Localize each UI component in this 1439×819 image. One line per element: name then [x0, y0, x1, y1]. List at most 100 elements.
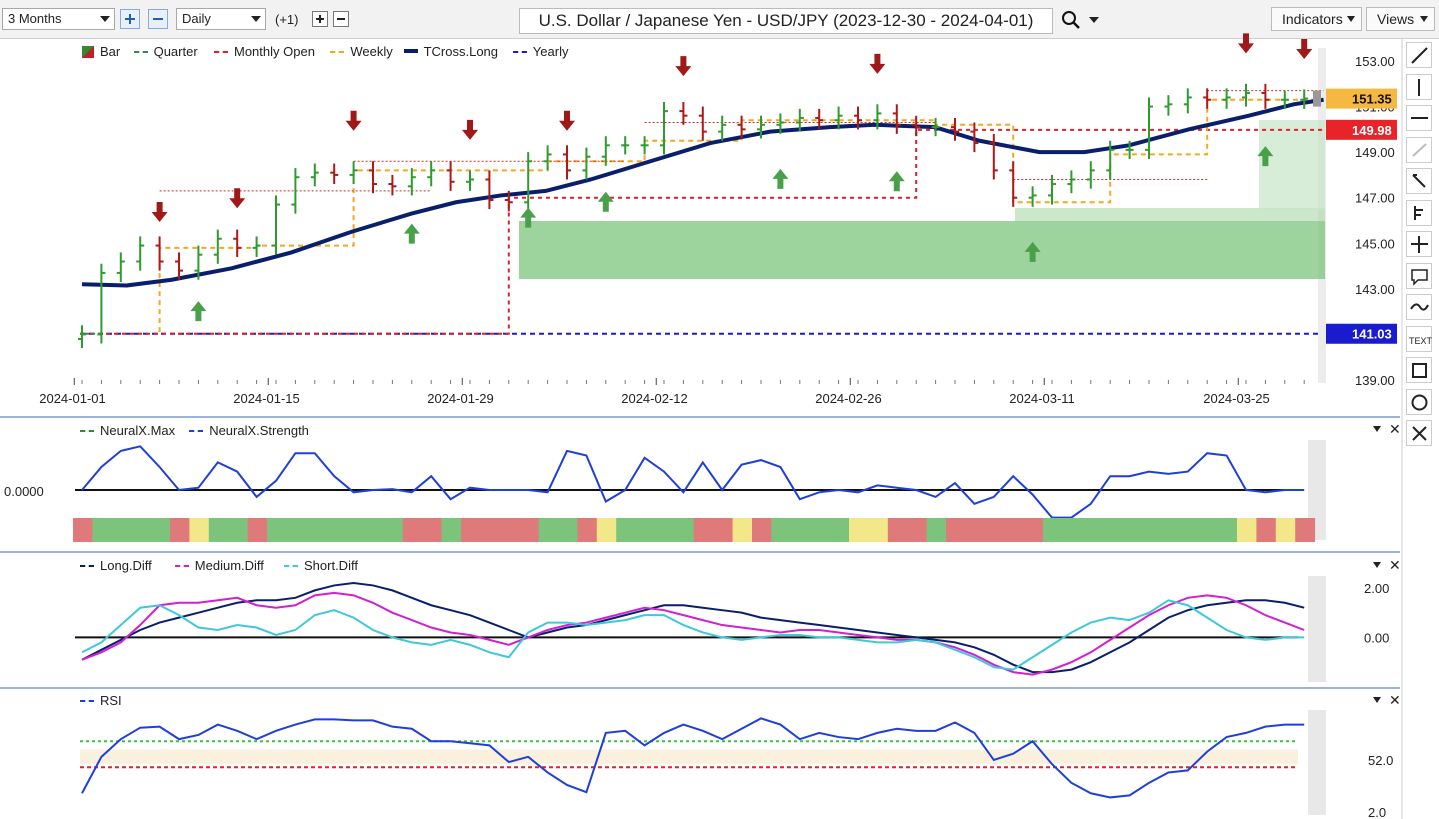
diff-tick-label: 2.00	[1364, 581, 1389, 596]
search-button[interactable]	[1060, 9, 1082, 31]
curve-tool-button[interactable]	[1406, 294, 1432, 320]
legend-swatch-icon	[133, 51, 148, 53]
close-tool-button[interactable]	[1406, 420, 1432, 446]
indicators-button[interactable]: Indicators	[1271, 7, 1362, 31]
chart-title[interactable]: U.S. Dollar / Japanese Yen - USD/JPY (20…	[519, 8, 1053, 34]
legend-item[interactable]: Short.Diff	[284, 558, 358, 576]
horizontal-line-tool-button[interactable]	[1406, 105, 1432, 131]
neural-max-block	[558, 518, 578, 542]
panel-close-icon[interactable]: ✕	[1389, 421, 1401, 437]
legend-label: Yearly	[532, 44, 569, 59]
legend-item[interactable]: RSI	[80, 693, 122, 711]
fork-icon	[1414, 205, 1423, 220]
date-tick-label: 2024-02-26	[815, 391, 882, 406]
neural-max-block	[1004, 518, 1025, 542]
neural-max-block	[790, 518, 811, 542]
legend-item[interactable]: Quarter	[133, 44, 198, 62]
price-tick-label: 139.00	[1355, 373, 1395, 388]
pen-tool-button[interactable]	[1406, 168, 1432, 194]
price-badge-label: 149.98	[1352, 123, 1392, 138]
buy-arrow-icon	[1257, 146, 1274, 167]
circle-tool-button[interactable]	[1406, 388, 1432, 415]
panel-menu-icon[interactable]	[1373, 697, 1381, 703]
legend-label: Quarter	[153, 44, 198, 59]
buy-arrow-icon	[888, 171, 905, 192]
legend-swatch-icon	[80, 700, 94, 702]
minus-icon	[153, 18, 163, 20]
neural-max-block	[810, 518, 831, 542]
price-badge	[1326, 88, 1397, 109]
panel-close-icon[interactable]: ✕	[1389, 557, 1401, 573]
legend-item[interactable]: Long.Diff	[80, 558, 152, 576]
comment-tool-button[interactable]	[1406, 262, 1432, 289]
line-tool-tool-button[interactable]	[1406, 42, 1432, 68]
neural-max-block	[693, 518, 714, 542]
legend-item[interactable]: TCross.Long	[403, 44, 499, 62]
panel-close-icon[interactable]: ✕	[1389, 692, 1401, 708]
neural-max-block	[1062, 518, 1083, 542]
legend-label: TCross.Long	[423, 44, 499, 59]
search-dropdown-icon[interactable]	[1089, 17, 1099, 23]
legend-item[interactable]: NeuralX.Max	[80, 423, 175, 441]
search-icon	[1062, 11, 1080, 29]
pen-icon	[1412, 174, 1426, 188]
legend-item[interactable]: Weekly	[330, 44, 393, 62]
neural-max-block	[1023, 518, 1044, 542]
interval-select[interactable]: Daily	[176, 8, 266, 30]
price-badge	[1326, 119, 1397, 140]
ray-tool-button[interactable]	[1406, 136, 1432, 163]
fork-tool-button[interactable]	[1406, 199, 1432, 226]
rsi-neutral-zone	[80, 749, 1298, 765]
date-tick-label: 2024-01-15	[233, 391, 299, 406]
minus-icon	[337, 18, 345, 20]
neural-axis-value: 0.0000	[4, 484, 44, 499]
vertical-line-tool-button[interactable]	[1406, 73, 1432, 100]
neural-max-block	[616, 518, 637, 542]
crosshair-tool-button[interactable]	[1406, 231, 1432, 257]
rectangle-tool-button[interactable]	[1406, 357, 1432, 383]
legend-label: NeuralX.Strength	[209, 423, 309, 438]
legend-item[interactable]: Yearly	[512, 44, 569, 62]
panel-menu-icon[interactable]	[1373, 562, 1381, 568]
neural-max-block	[228, 518, 249, 542]
legend-swatch-icon	[284, 565, 298, 567]
legend-item[interactable]: NeuralX.Strength	[189, 423, 309, 441]
legend-item[interactable]: Bar	[82, 44, 120, 62]
legend-swatch-icon	[80, 565, 94, 567]
price-tick-label: 145.00	[1355, 236, 1395, 251]
zoom-in-button[interactable]	[120, 9, 140, 29]
long-diff-line	[81, 581, 1305, 674]
views-button[interactable]: Views	[1366, 7, 1435, 31]
rectangle-icon	[1412, 363, 1427, 378]
zoom-out-button[interactable]	[148, 9, 168, 29]
offset-increase-button[interactable]	[312, 11, 328, 27]
legend-label: Bar	[100, 44, 121, 59]
neural-max-block	[73, 518, 93, 542]
chevron-down-icon	[100, 16, 110, 22]
neural-max-block	[499, 518, 520, 542]
indicators-label: Indicators	[1282, 11, 1343, 27]
offset-decrease-button[interactable]	[333, 11, 349, 27]
legend-label: Monthly Open	[234, 44, 315, 59]
price-badge-label: 141.03	[1352, 327, 1392, 342]
neural-max-block	[926, 518, 947, 542]
legend-swatch-icon	[174, 565, 189, 567]
panel-menu-icon[interactable]	[1373, 426, 1381, 432]
period-select[interactable]: 3 Months	[2, 8, 115, 30]
neural-max-block	[868, 518, 889, 542]
sell-arrow-icon	[345, 110, 362, 131]
neural-max-block	[1295, 518, 1316, 542]
interval-select-value: Daily	[182, 11, 211, 26]
medium-diff-line	[81, 591, 1305, 676]
neural-max-block	[1101, 518, 1122, 542]
text-tool-button[interactable]: TEXT	[1406, 325, 1432, 352]
neural-max-block	[170, 518, 190, 542]
legend-item[interactable]: Medium.Diff	[174, 558, 264, 576]
comment-icon	[1411, 268, 1428, 286]
price-tick-label: 143.00	[1355, 282, 1395, 297]
horizontal-line-icon	[1411, 117, 1428, 119]
neural-max-block	[946, 518, 966, 542]
legend-item[interactable]: Monthly Open	[214, 44, 315, 62]
neural-max-block	[887, 518, 908, 542]
